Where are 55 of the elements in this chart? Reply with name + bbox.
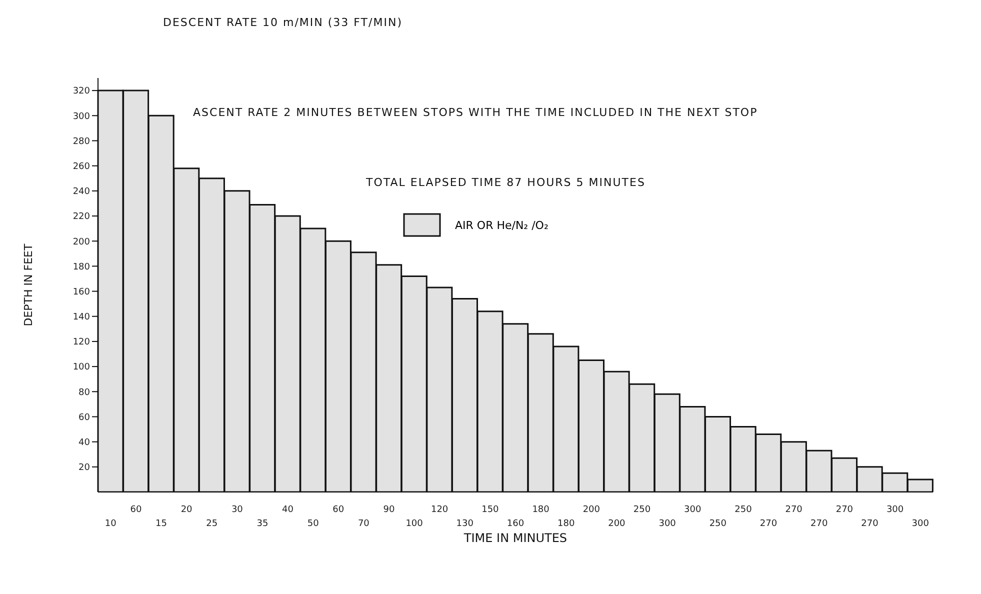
y-tick-label: 220 xyxy=(72,212,90,222)
x-tick-label: 180 xyxy=(558,519,575,529)
y-tick-label: 300 xyxy=(72,112,90,122)
x-tick-label: 160 xyxy=(506,519,524,529)
x-tick-label: 90 xyxy=(383,505,395,515)
y-tick-label: 260 xyxy=(72,162,90,172)
text: DESCENT RATE 10 m/MIN (33 FT/MIN) xyxy=(163,16,402,29)
x-tick-label: 300 xyxy=(684,505,702,515)
y-tick-label: 180 xyxy=(72,262,90,272)
y-tick-label: 280 xyxy=(72,136,90,147)
x-tick-label: 130 xyxy=(456,519,474,529)
x-tick-label: 270 xyxy=(861,519,879,529)
x-tick-label: 250 xyxy=(734,505,752,515)
x-tick-label: 300 xyxy=(912,519,930,529)
y-tick-label: 40 xyxy=(78,438,90,448)
y-tick-label: 160 xyxy=(72,287,90,298)
x-tick-label: 250 xyxy=(709,519,727,529)
x-tick-label: 20 xyxy=(180,505,193,515)
y-tick-label: 20 xyxy=(78,463,90,474)
y-tick-label: 60 xyxy=(78,412,90,423)
x-tick-label: 60 xyxy=(332,505,344,515)
x-tick-label: 270 xyxy=(785,505,803,515)
y-axis-title: DEPTH IN FEET xyxy=(22,243,35,326)
y-tick-label: 240 xyxy=(72,187,90,198)
x-tick-label: 180 xyxy=(532,505,550,515)
x-tick-label: 35 xyxy=(256,519,268,529)
x-tick-label: 200 xyxy=(608,519,626,529)
x-tick-label: 60 xyxy=(130,505,142,515)
annotation: ASCENT RATE 2 MINUTES BETWEEN STOPS WITH THE TIME INCLUDED IN THE NEXT STOP xyxy=(193,106,758,119)
legend-label: AIR OR He/N₂ /O₂ xyxy=(455,218,548,232)
y-tick-label: 140 xyxy=(72,312,90,323)
annotation: TOTAL ELAPSED TIME 87 HOURS 5 MINUTES xyxy=(366,176,646,189)
y-tick-label: 120 xyxy=(72,338,90,348)
x-tick-label: 70 xyxy=(358,519,370,529)
x-tick-label: 200 xyxy=(582,505,600,515)
x-tick-label: 270 xyxy=(810,519,828,529)
x-tick-label: 10 xyxy=(104,519,117,529)
y-tick-label: 200 xyxy=(72,237,90,248)
x-tick-label: 50 xyxy=(307,519,320,529)
x-tick-label: 250 xyxy=(633,505,651,515)
x-axis-title: TIME IN MINUTES xyxy=(462,531,568,545)
x-tick-label: 270 xyxy=(836,505,854,515)
x-tick-label: 40 xyxy=(282,505,294,515)
x-tick-label: 15 xyxy=(156,519,167,529)
x-tick-label: 300 xyxy=(886,505,904,515)
y-tick-label: 320 xyxy=(72,86,90,97)
y-tick-label: 100 xyxy=(72,362,90,373)
x-tick-label: 300 xyxy=(658,519,676,529)
x-tick-label: 30 xyxy=(231,505,244,515)
y-tick-label: 80 xyxy=(78,388,90,398)
x-tick-label: 270 xyxy=(760,519,778,529)
x-tick-label: 25 xyxy=(206,519,218,529)
x-tick-label: 120 xyxy=(430,505,448,515)
x-tick-label: 150 xyxy=(482,505,500,515)
x-tick-label: 100 xyxy=(406,519,424,529)
